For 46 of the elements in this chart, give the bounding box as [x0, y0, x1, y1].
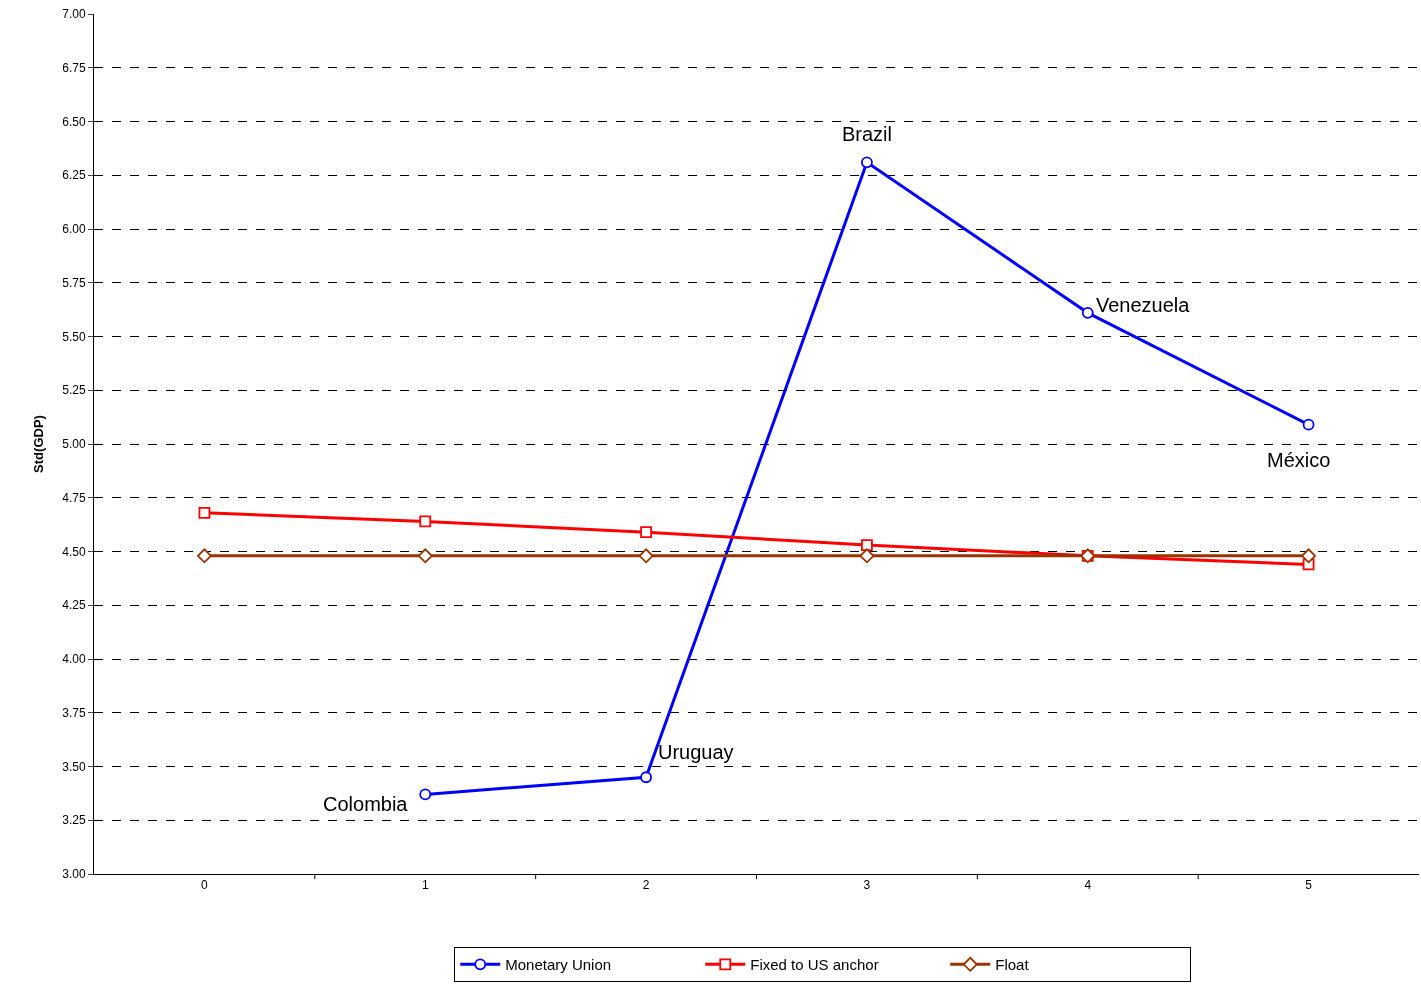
point: [198, 506, 211, 519]
y-tick-label: 3.50: [62, 759, 86, 774]
point: [197, 548, 212, 564]
y-tick-label: 6.75: [62, 60, 86, 75]
y-tick-label: 6.50: [62, 114, 86, 129]
point: [1302, 418, 1315, 431]
x-tick-label: 4: [1084, 878, 1092, 893]
annotation: Uruguay: [658, 741, 734, 763]
y-tick-label: 5.00: [62, 437, 86, 452]
annotation: Brazil: [842, 123, 893, 145]
point: [417, 548, 433, 564]
annotation: Venezuela: [1096, 294, 1191, 316]
annotation: Colombia: [323, 793, 409, 815]
y-axis-title: Std(GDP): [31, 415, 47, 473]
x-tick-label: 3: [863, 878, 871, 893]
y-tick-label: 4.75: [62, 490, 86, 505]
point: [1301, 548, 1316, 564]
point: [419, 788, 432, 801]
legend-label: Float: [995, 956, 1030, 974]
point: [861, 539, 873, 551]
point: [638, 548, 654, 564]
x-tick-label: 5: [1305, 878, 1313, 893]
point: [419, 515, 432, 528]
point: [1081, 306, 1094, 319]
y-tick-label: 5.50: [62, 329, 86, 344]
y-tick-label: 6.00: [62, 222, 86, 237]
x-tick-label: 2: [642, 878, 650, 893]
legend-label: Monetary Union: [505, 956, 612, 974]
legend-label: Fixed to US anchor: [750, 956, 879, 974]
y-tick-label: 5.75: [62, 275, 86, 290]
y-tick-label: 5.25: [62, 383, 86, 398]
y-tick-label: 4.00: [62, 652, 86, 667]
x-tick-label: 1: [421, 878, 429, 893]
y-tick-label: 3.00: [62, 867, 86, 882]
y-tick-label: 6.25: [62, 168, 86, 183]
y-tick-label: 4.25: [62, 598, 86, 613]
point: [859, 548, 875, 564]
y-tick-label: 7.00: [62, 7, 86, 22]
point: [861, 156, 873, 169]
y-tick-label: 3.25: [62, 813, 86, 828]
annotation: México: [1267, 449, 1331, 471]
point: [640, 771, 652, 784]
x-tick-label: 0: [201, 878, 209, 893]
point: [640, 526, 652, 539]
y-tick-label: 3.75: [62, 705, 86, 720]
y-tick-label: 4.50: [62, 544, 86, 559]
